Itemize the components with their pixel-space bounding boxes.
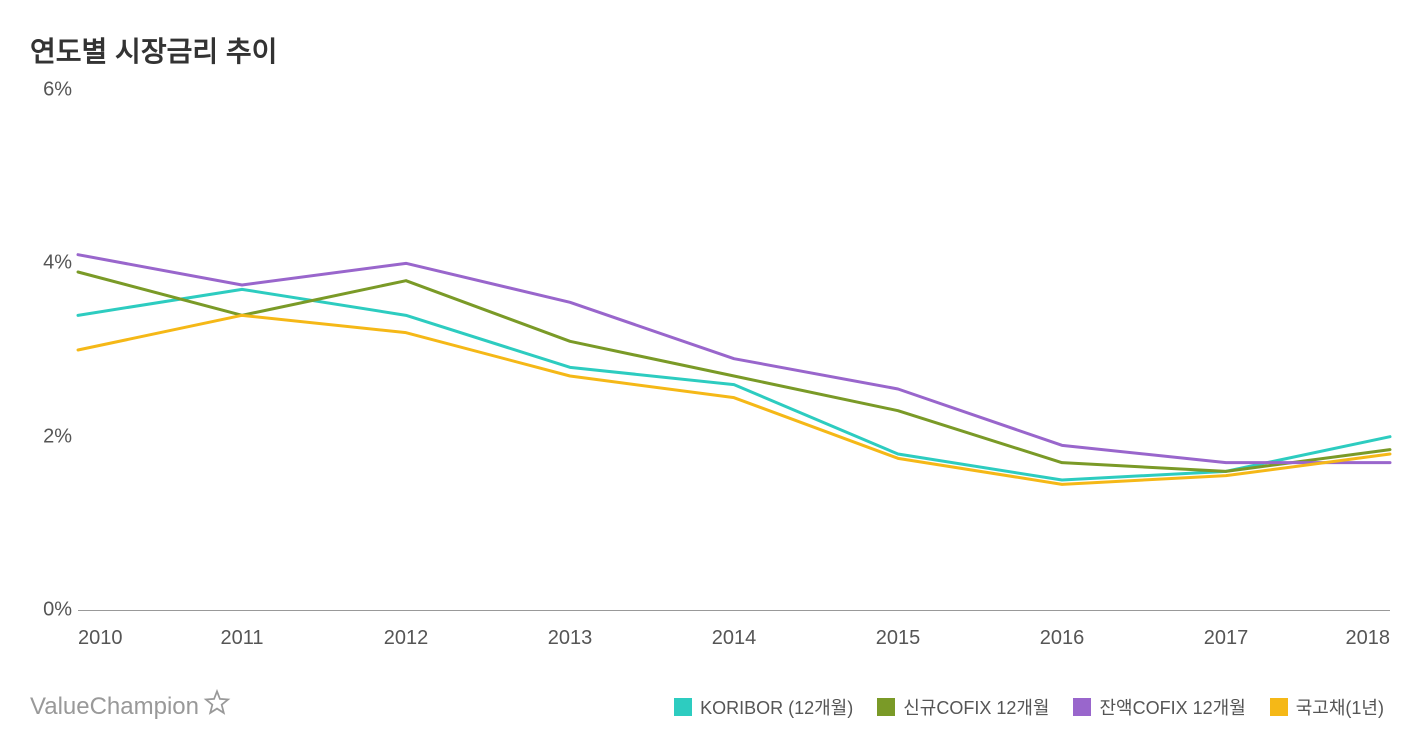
legend: KORIBOR (12개월) 신규COFIX 12개월 잔액COFIX 12개월 국고… xyxy=(674,694,1384,720)
series-line xyxy=(78,272,1390,471)
legend-swatch xyxy=(1073,698,1091,716)
legend-swatch xyxy=(674,698,692,716)
line-svg xyxy=(78,90,1390,610)
legend-label: KORIBOR (12개월) xyxy=(700,694,853,720)
x-tick-label: 2010 xyxy=(78,627,123,650)
y-tick-label: 4% xyxy=(30,252,72,275)
y-tick-label: 0% xyxy=(30,599,72,622)
legend-label: 국고채(1년) xyxy=(1296,694,1384,720)
legend-item: KORIBOR (12개월) xyxy=(674,694,853,720)
legend-item: 신규COFIX 12개월 xyxy=(877,694,1049,720)
x-tick-label: 2014 xyxy=(712,627,757,650)
star-icon xyxy=(203,689,231,724)
plot-area xyxy=(78,90,1390,610)
x-tick-label: 2012 xyxy=(384,627,429,650)
chart-area: 0%2%4%6%20102011201220132014201520162017… xyxy=(30,90,1390,650)
x-tick-label: 2015 xyxy=(876,627,921,650)
series-line xyxy=(78,255,1390,463)
brand-logo: ValueChampion xyxy=(30,689,231,724)
x-tick-label: 2016 xyxy=(1040,627,1085,650)
chart-title: 연도별 시장금리 추이 xyxy=(30,30,1384,70)
brand-text: ValueChampion xyxy=(30,693,199,721)
y-tick-label: 6% xyxy=(30,79,72,102)
x-tick-label: 2013 xyxy=(548,627,593,650)
x-tick-label: 2011 xyxy=(220,627,263,650)
legend-swatch xyxy=(1270,698,1288,716)
legend-item: 국고채(1년) xyxy=(1270,694,1384,720)
legend-label: 신규COFIX 12개월 xyxy=(903,694,1049,720)
legend-label: 잔액COFIX 12개월 xyxy=(1099,694,1245,720)
x-tick-label: 2018 xyxy=(1346,627,1391,650)
legend-item: 잔액COFIX 12개월 xyxy=(1073,694,1245,720)
x-axis-line xyxy=(78,610,1390,611)
x-tick-label: 2017 xyxy=(1204,627,1249,650)
y-tick-label: 2% xyxy=(30,425,72,448)
footer: ValueChampion KORIBOR (12개월) 신규COFIX 12개월… xyxy=(30,689,1384,724)
legend-swatch xyxy=(877,698,895,716)
